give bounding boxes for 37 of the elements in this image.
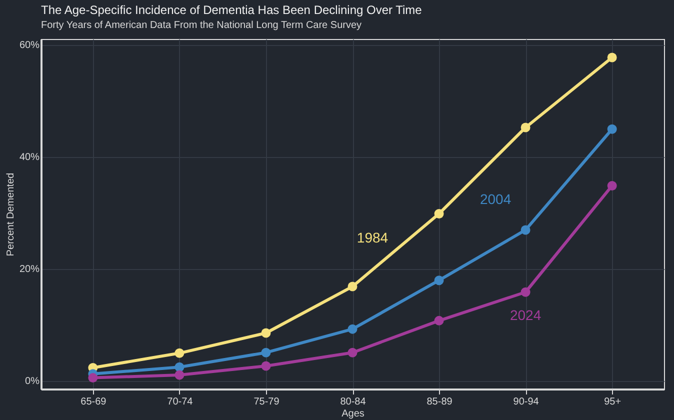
point [520,287,530,297]
point [434,316,444,326]
x-tick-label: 85-89 [426,396,453,408]
y-tick-label: 60% [19,40,40,52]
point [174,370,184,380]
point [348,348,358,358]
x-tick-label: 80-84 [340,396,366,408]
point [174,348,184,358]
point [607,124,617,134]
x-tick-label: 75-79 [254,396,280,408]
point [607,52,617,62]
chart-subtitle: Forty Years of American Data From the National Long Term Care Survey [41,20,362,31]
x-tick-label: 95+ [604,396,622,408]
series-label: 1984 [356,230,388,246]
point [520,225,530,235]
point [434,208,444,218]
x-tick-label: 65-69 [80,396,107,408]
point [520,122,530,132]
y-tick-label: 0% [25,376,40,388]
y-tick-label: 20% [19,264,40,276]
point [174,362,184,372]
chart-title: The Age-Specific Incidence of Dementia Has Been Declining Over Time [41,3,422,17]
series-label: 2024 [510,307,542,324]
point [261,348,271,358]
series-label: 2004 [480,190,512,207]
point [88,373,98,383]
point [607,180,617,190]
x-tick-label: 70-74 [167,396,194,408]
y-axis-title: Percent Demented [5,172,16,256]
point [348,324,358,334]
point [348,282,358,292]
point [261,328,271,338]
point [261,361,271,371]
point [434,276,444,286]
y-tick-label: 40% [19,152,40,164]
x-axis-title: Ages [342,408,364,420]
x-tick-label: 90-94 [513,396,540,408]
